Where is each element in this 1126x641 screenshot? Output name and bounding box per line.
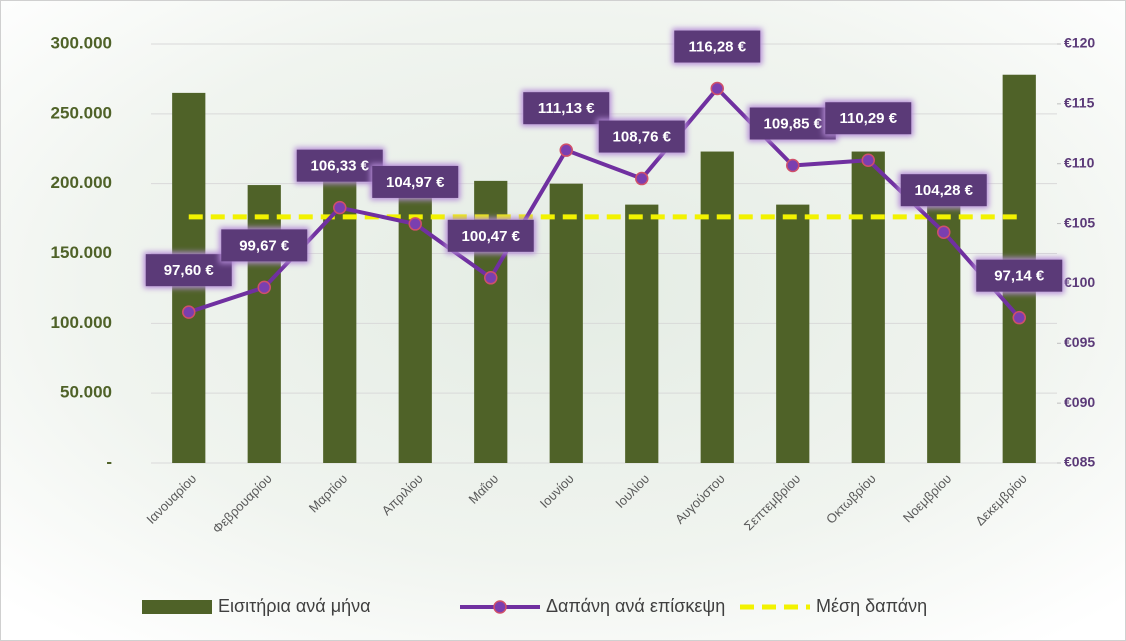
data-label-box — [221, 229, 308, 262]
data-label-text: 104,28 € — [915, 182, 974, 199]
y-tick-label: - — [106, 452, 112, 471]
legend-label: Εισιτήρια ανά μήνα — [218, 596, 370, 616]
data-label-text: 116,28 € — [688, 39, 746, 56]
data-label-box — [976, 259, 1063, 292]
bar — [851, 151, 885, 463]
marker — [861, 153, 875, 167]
marker — [484, 271, 498, 285]
data-label-box — [145, 254, 232, 287]
bar — [549, 183, 583, 463]
bar — [776, 204, 810, 463]
data-label-text: 99,67 € — [239, 237, 290, 254]
y2-tick-label: €095 — [1064, 334, 1095, 350]
marker — [710, 81, 724, 96]
data-label-text: 108,76 € — [613, 129, 672, 146]
y-tick-label: 100.000 — [51, 313, 112, 332]
data-label-box — [447, 219, 534, 252]
data-label-box — [749, 107, 836, 140]
marker — [182, 305, 196, 319]
data-label-box — [900, 174, 987, 207]
data-label-text: 100,47 € — [462, 228, 521, 245]
y2-tick-label: €100 — [1064, 274, 1095, 290]
data-label-text: 106,33 € — [311, 158, 370, 175]
bar — [700, 151, 734, 463]
legend-label: Δαπάνη ανά επίσκεψη — [546, 596, 725, 616]
data-label: 104,28 € — [898, 172, 989, 209]
data-label: 97,14 € — [974, 257, 1065, 294]
data-label: 104,97 € — [370, 163, 461, 200]
bar — [247, 185, 281, 463]
data-label-box — [825, 102, 912, 135]
data-label-text: 97,14 € — [994, 268, 1045, 285]
data-label-text: 97,60 € — [164, 262, 215, 279]
data-label-box — [372, 165, 459, 198]
y2-tick-label: €115 — [1064, 95, 1095, 111]
data-label-text: 110,29 € — [839, 110, 897, 127]
data-label-text: 104,97 € — [386, 174, 445, 191]
data-label: 99,67 € — [219, 227, 310, 264]
data-label: 106,33 € — [294, 147, 385, 184]
y2-tick-label: €090 — [1064, 394, 1095, 410]
data-label-box — [296, 149, 383, 182]
y2-tick-label: €110 — [1064, 154, 1095, 170]
data-label-text: 111,13 € — [538, 100, 595, 117]
legend-label: Μέση δαπάνη — [816, 596, 927, 616]
y-tick-label: 150.000 — [51, 243, 112, 262]
marker — [635, 171, 649, 186]
marker — [257, 280, 271, 295]
y-tick-label: 200.000 — [51, 173, 112, 192]
data-label: 108,76 € — [596, 118, 687, 155]
data-label-box — [598, 120, 685, 153]
y2-tick-label: €105 — [1064, 214, 1095, 230]
data-label-text: 109,85 € — [764, 115, 823, 132]
y-tick-label: 250.000 — [51, 103, 112, 122]
y-tick-label: 300.000 — [51, 33, 112, 52]
y-tick-label: 50.000 — [60, 383, 112, 402]
y2-tick-label: €085 — [1064, 454, 1095, 470]
data-label: 110,29 € — [823, 100, 914, 137]
marker — [786, 158, 800, 173]
data-label: 109,85 € — [747, 105, 838, 142]
legend-swatch — [142, 600, 212, 614]
data-label-box — [674, 30, 761, 63]
y2-tick-label: €120 — [1064, 35, 1095, 51]
line — [188, 86, 1021, 319]
marker — [559, 143, 573, 157]
data-label-box — [523, 92, 610, 125]
data-label: 111,13 € — [521, 90, 612, 127]
legend-marker — [493, 600, 507, 614]
data-label: 116,28 € — [672, 28, 763, 65]
marker — [333, 200, 347, 215]
bar — [625, 204, 659, 463]
marker — [408, 217, 422, 231]
marker — [1012, 310, 1026, 325]
marker — [937, 225, 951, 239]
data-label: 100,47 € — [445, 217, 536, 254]
data-label: 97,60 € — [143, 252, 234, 289]
